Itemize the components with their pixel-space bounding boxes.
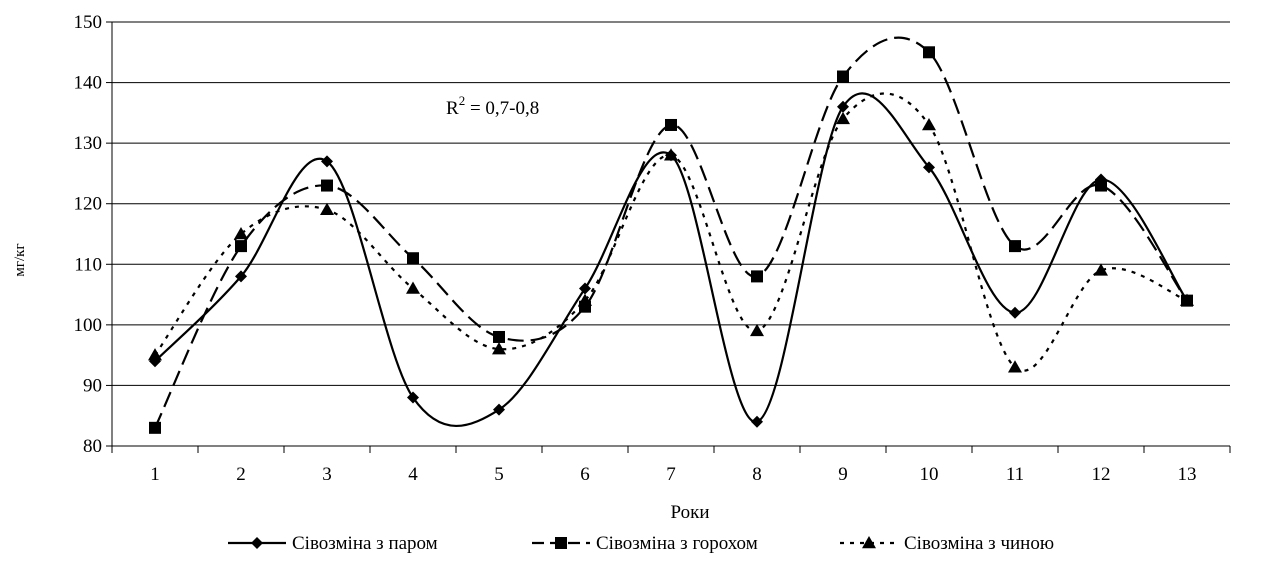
- y-tick-label-100: 100: [74, 315, 103, 336]
- series-3-point-7: [664, 148, 678, 161]
- x-tick-label-13: 13: [1178, 464, 1197, 485]
- series-3-point-12: [1094, 263, 1108, 276]
- legend-item-3-label: Сівозміна з чиною: [904, 533, 1054, 554]
- series-1-point-10: [923, 161, 935, 174]
- series-2-point-2: [235, 240, 247, 253]
- legend-item-2: Сівозміна з горохом: [532, 533, 758, 554]
- y-tick-labels: 80 90 100 110 120 130 140 150: [74, 12, 103, 457]
- series-1-point-6: [579, 282, 591, 295]
- legend-item-3-marker: [862, 536, 876, 549]
- series-3-point-1: [148, 348, 162, 361]
- x-tick-label-3: 3: [322, 464, 332, 485]
- series-1-point-5: [493, 403, 505, 416]
- annotation-suffix: = 0,7-0,8: [465, 98, 539, 119]
- series-2-point-8: [751, 270, 763, 283]
- x-axis-title: Роки: [671, 502, 710, 523]
- legend-item-2-label: Сівозміна з горохом: [596, 533, 758, 554]
- series-3-point-10: [922, 117, 936, 131]
- series-2-point-7: [665, 118, 677, 131]
- series-1-point-8: [751, 415, 763, 428]
- series-3-point-8: [750, 323, 764, 337]
- legend: Сівозміна з паром Сівозміна з горохом Сіво…: [228, 533, 1054, 554]
- x-tick-label-7: 7: [666, 464, 676, 485]
- series-2: [149, 36, 1193, 434]
- x-tick-label-1: 1: [150, 464, 160, 485]
- series-2-point-4: [407, 252, 419, 265]
- y-tick-label-80: 80: [83, 436, 102, 457]
- series-3-point-13: [1180, 293, 1194, 306]
- series-3-point-4: [406, 281, 420, 294]
- series-2-point-12: [1095, 179, 1107, 192]
- y-tick-label-150: 150: [74, 12, 103, 33]
- x-tick-labels: 1 2 3 4 5 6 7 8 9 10 11 12 13: [150, 464, 1196, 485]
- x-tick-label-2: 2: [236, 464, 246, 485]
- y-axis-title: мг/кг: [12, 243, 28, 276]
- y-tick-label-110: 110: [74, 254, 102, 275]
- x-tick-label-5: 5: [494, 464, 504, 485]
- series-3-point-2: [234, 227, 248, 240]
- x-tick-label-12: 12: [1092, 464, 1111, 485]
- series-2-point-1: [149, 421, 161, 434]
- series-2-point-3: [321, 179, 333, 192]
- legend-item-1-label: Сівозміна з паром: [292, 533, 438, 554]
- series-layer: [148, 36, 1194, 434]
- annotation-sup: 2: [459, 93, 466, 108]
- series-2-point-9: [837, 70, 849, 83]
- series-1-line: [154, 92, 1188, 427]
- x-tick-label-8: 8: [752, 464, 762, 485]
- x-tick-label-4: 4: [408, 464, 418, 485]
- annotation-prefix: R: [446, 98, 459, 119]
- x-tick-label-10: 10: [920, 464, 939, 485]
- series-3-point-11: [1008, 360, 1022, 373]
- series-2-point-5: [493, 330, 505, 343]
- y-tick-label-140: 140: [74, 73, 103, 94]
- series-1: [149, 92, 1193, 428]
- series-1-point-11: [1009, 306, 1021, 319]
- series-3-line: [154, 92, 1188, 372]
- series-2-point-10: [923, 46, 935, 59]
- y-tick-label-120: 120: [74, 194, 103, 215]
- axes: [106, 21, 1231, 453]
- x-tick-label-11: 11: [1006, 464, 1024, 485]
- series-1-point-4: [407, 391, 419, 404]
- series-2-point-11: [1009, 240, 1021, 253]
- y-tick-label-90: 90: [83, 375, 102, 396]
- y-tick-label-130: 130: [74, 133, 103, 154]
- series-1-point-2: [235, 270, 247, 283]
- x-tick-label-6: 6: [580, 464, 590, 485]
- series-3-point-6: [578, 293, 592, 306]
- series-3-point-5: [492, 342, 506, 355]
- series-1-point-3: [321, 155, 333, 168]
- legend-item-1-marker: [251, 537, 263, 549]
- annotation-r-squared: R2 = 0,7-0,8: [446, 93, 539, 119]
- series-3-point-9: [836, 111, 850, 125]
- grid-lines: [112, 21, 1230, 386]
- series-1-point-9: [837, 100, 849, 113]
- series-3-point-3: [320, 202, 334, 216]
- legend-item-3: Сівозміна з чиною: [840, 533, 1054, 554]
- series-2-line: [154, 36, 1188, 429]
- legend-item-1: Сівозміна з паром: [228, 533, 438, 554]
- legend-item-2-marker: [555, 537, 567, 549]
- series-3: [148, 92, 1194, 373]
- x-tick-label-9: 9: [838, 464, 848, 485]
